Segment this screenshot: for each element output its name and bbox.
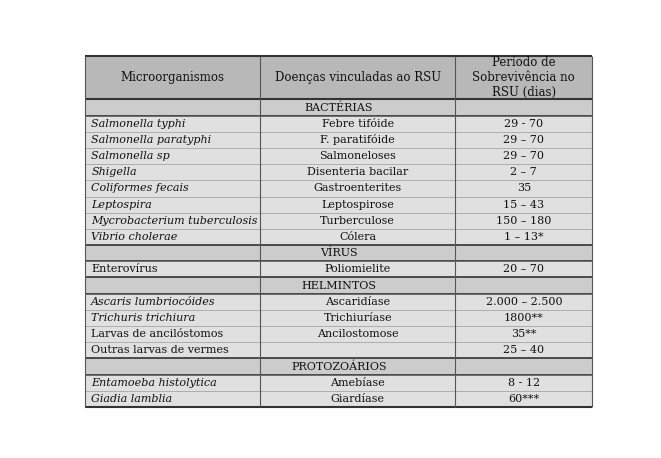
Text: 150 – 180: 150 – 180 [496,216,551,226]
Text: Ancilostomose: Ancilostomose [317,329,399,339]
Text: Vibrio cholerae: Vibrio cholerae [91,232,178,242]
Text: 1800**: 1800** [504,313,544,323]
Text: 8 - 12: 8 - 12 [508,378,540,387]
Text: 29 – 70: 29 – 70 [504,151,545,161]
Bar [85,326,592,342]
Text: Giardíase: Giardíase [330,394,385,404]
Bar [85,99,592,116]
Text: Salmoneloses: Salmoneloses [319,151,396,161]
Bar [85,391,592,407]
Text: Entamoeba histolytica: Entamoeba histolytica [91,378,217,387]
Text: 29 – 70: 29 – 70 [504,135,545,145]
Bar [85,294,592,310]
Text: 60***: 60*** [508,394,539,404]
Text: HELMINTOS: HELMINTOS [301,281,376,290]
Text: 1 – 13*: 1 – 13* [504,232,544,242]
Bar [85,56,592,99]
Text: Salmonella sp: Salmonella sp [91,151,170,161]
Bar [85,196,592,213]
Text: 29 - 70: 29 - 70 [504,119,543,129]
Bar [85,132,592,148]
Text: Outras larvas de vermes: Outras larvas de vermes [91,345,229,355]
Bar [85,148,592,164]
Text: Mycrobacterium tuberculosis: Mycrobacterium tuberculosis [91,216,258,226]
Bar [85,245,592,262]
Text: Shigella: Shigella [91,167,137,177]
Text: Giadia lamblia: Giadia lamblia [91,394,173,404]
Text: BACTÉRIAS: BACTÉRIAS [305,102,373,113]
Text: Ascaris lumbriocóides: Ascaris lumbriocóides [91,297,216,307]
Text: Larvas de ancilóstomos: Larvas de ancilóstomos [91,329,223,339]
Text: Período de
Sobrevivência no
RSU (dias): Período de Sobrevivência no RSU (dias) [473,56,575,99]
Bar [85,116,592,132]
Text: Amebíase: Amebíase [330,378,385,387]
Text: Gastroenterites: Gastroenterites [314,184,402,193]
Text: Salmonella paratyphi: Salmonella paratyphi [91,135,212,145]
Bar [85,375,592,391]
Bar [85,180,592,196]
Bar [85,262,592,278]
Text: Disenteria bacilar: Disenteria bacilar [307,167,408,177]
Text: Turberculose: Turberculose [321,216,395,226]
Bar [85,310,592,326]
Bar [85,342,592,358]
Text: 35**: 35** [511,329,537,339]
Text: 2.000 – 2.500: 2.000 – 2.500 [486,297,563,307]
Text: 2 – 7: 2 – 7 [510,167,537,177]
Text: Febre tifóide: Febre tifóide [322,119,394,129]
Text: Leptospirose: Leptospirose [321,200,394,210]
Text: VÍRUS: VÍRUS [320,248,358,258]
Text: Cólera: Cólera [339,232,376,242]
Bar [85,229,592,245]
Bar [85,164,592,180]
Text: Microorganismos: Microorganismos [121,71,225,84]
Text: F. paratifóide: F. paratifóide [321,135,395,146]
Text: 25 – 40: 25 – 40 [503,345,545,355]
Bar [85,358,592,375]
Text: Salmonella typhi: Salmonella typhi [91,119,186,129]
Text: Poliomielite: Poliomielite [325,264,391,274]
Text: Enterovírus: Enterovírus [91,264,158,274]
Text: Leptospira: Leptospira [91,200,152,210]
Text: Trichuris trichiura: Trichuris trichiura [91,313,196,323]
Text: 35: 35 [517,184,531,193]
Text: 15 – 43: 15 – 43 [503,200,545,210]
Text: Coliformes fecais: Coliformes fecais [91,184,189,193]
Text: PROTOZOÁRIOS: PROTOZOÁRIOS [291,361,387,372]
Text: Doenças vinculadas ao RSU: Doenças vinculadas ao RSU [275,71,441,84]
Text: Trichiuríase: Trichiuríase [323,313,392,323]
Text: 20 – 70: 20 – 70 [504,264,545,274]
Bar [85,213,592,229]
Text: Ascaridíase: Ascaridíase [325,297,391,307]
Bar [85,278,592,294]
